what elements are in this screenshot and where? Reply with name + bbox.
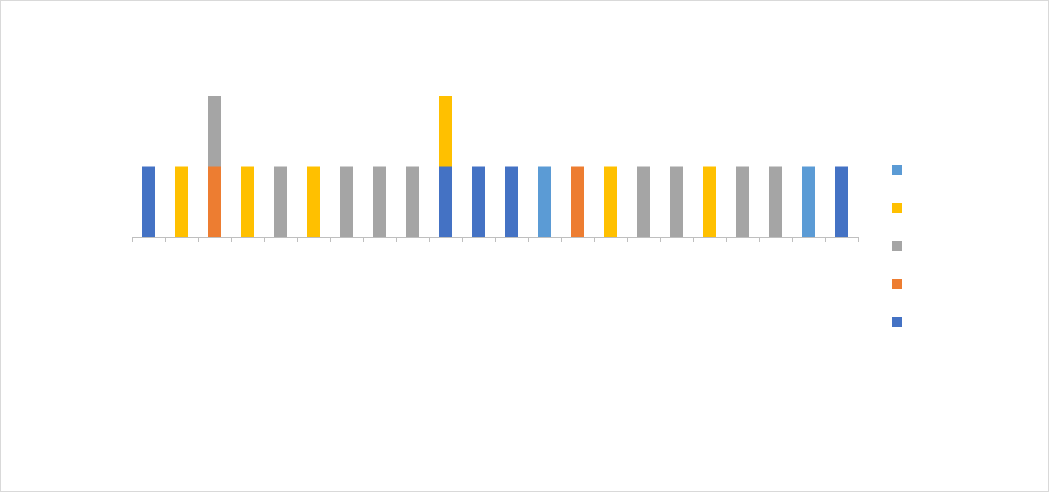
bar-segment [274,166,287,237]
x-axis-ticks [132,237,859,242]
bar-segment [439,166,452,237]
bar-segment [439,96,452,167]
bar-segment [769,166,782,237]
bars-group [142,96,848,237]
legend-marker [892,203,902,213]
bar-segment [373,166,386,237]
bar-segment [472,166,485,237]
legend-marker [892,241,902,251]
bar-segment [571,166,584,237]
legend-marker [892,165,902,175]
bar-segment [670,166,683,237]
bar-segment [340,166,353,237]
legend-marker [892,279,902,289]
bar-segment [175,166,188,237]
bar-segment [802,166,815,237]
bar-segment [142,166,155,237]
bar-segment [307,166,320,237]
legend [892,165,902,327]
bar-segment [208,96,221,167]
bar-segment [208,166,221,237]
bar-segment [406,166,419,237]
bar-segment [538,166,551,237]
bar-segment [637,166,650,237]
bar-segment [505,166,518,237]
bar-segment [703,166,716,237]
bar-segment [604,166,617,237]
bar-segment [241,166,254,237]
legend-marker [892,317,902,327]
bar-segment [835,166,848,237]
bar-segment [736,166,749,237]
